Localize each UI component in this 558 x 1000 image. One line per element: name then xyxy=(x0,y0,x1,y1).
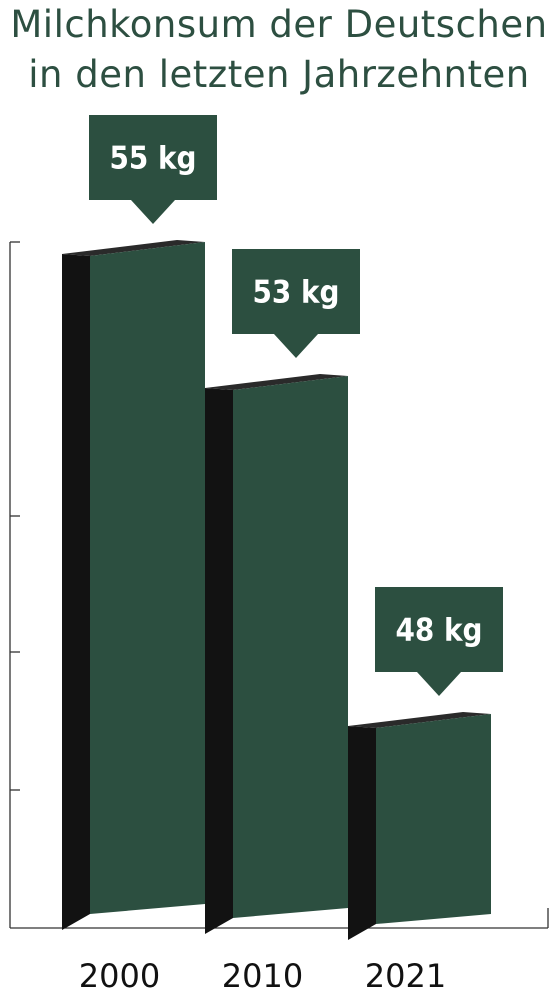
bar-2021 xyxy=(348,712,491,940)
bar-top-face xyxy=(62,240,205,256)
value-label: 55 kg xyxy=(109,141,196,177)
axis xyxy=(9,241,549,929)
bars xyxy=(62,240,491,940)
value-callout xyxy=(89,115,217,224)
value-label: 53 kg xyxy=(252,275,339,311)
x-tick-label: 2021 xyxy=(365,957,446,995)
bar-side-face xyxy=(205,388,233,934)
bar-front-face xyxy=(90,242,205,914)
chart-title-line-1: Milchkonsum der Deutschen xyxy=(10,3,548,46)
bar-side-face xyxy=(348,726,376,940)
chart-title-line-2: in den letzten Jahrzehnten xyxy=(28,53,530,96)
bar-2000 xyxy=(62,240,205,930)
bar-top-face xyxy=(205,374,348,390)
value-callout xyxy=(232,249,360,358)
x-tick-label: 2000 xyxy=(79,957,160,995)
value-label: 48 kg xyxy=(395,613,482,649)
chart-title: Milchkonsum der Deutschen in den letzten… xyxy=(0,0,558,100)
value-callout xyxy=(375,587,503,696)
bar-2010 xyxy=(205,374,348,934)
labels: 55 kg 2000 53 kg 2010 48 kg 2021 xyxy=(79,115,503,995)
bar-side-face xyxy=(62,254,90,930)
bar-front-face xyxy=(376,714,491,924)
bar-front-face xyxy=(233,376,348,918)
bar-top-face xyxy=(348,712,491,728)
x-tick-label: 2010 xyxy=(222,957,303,995)
